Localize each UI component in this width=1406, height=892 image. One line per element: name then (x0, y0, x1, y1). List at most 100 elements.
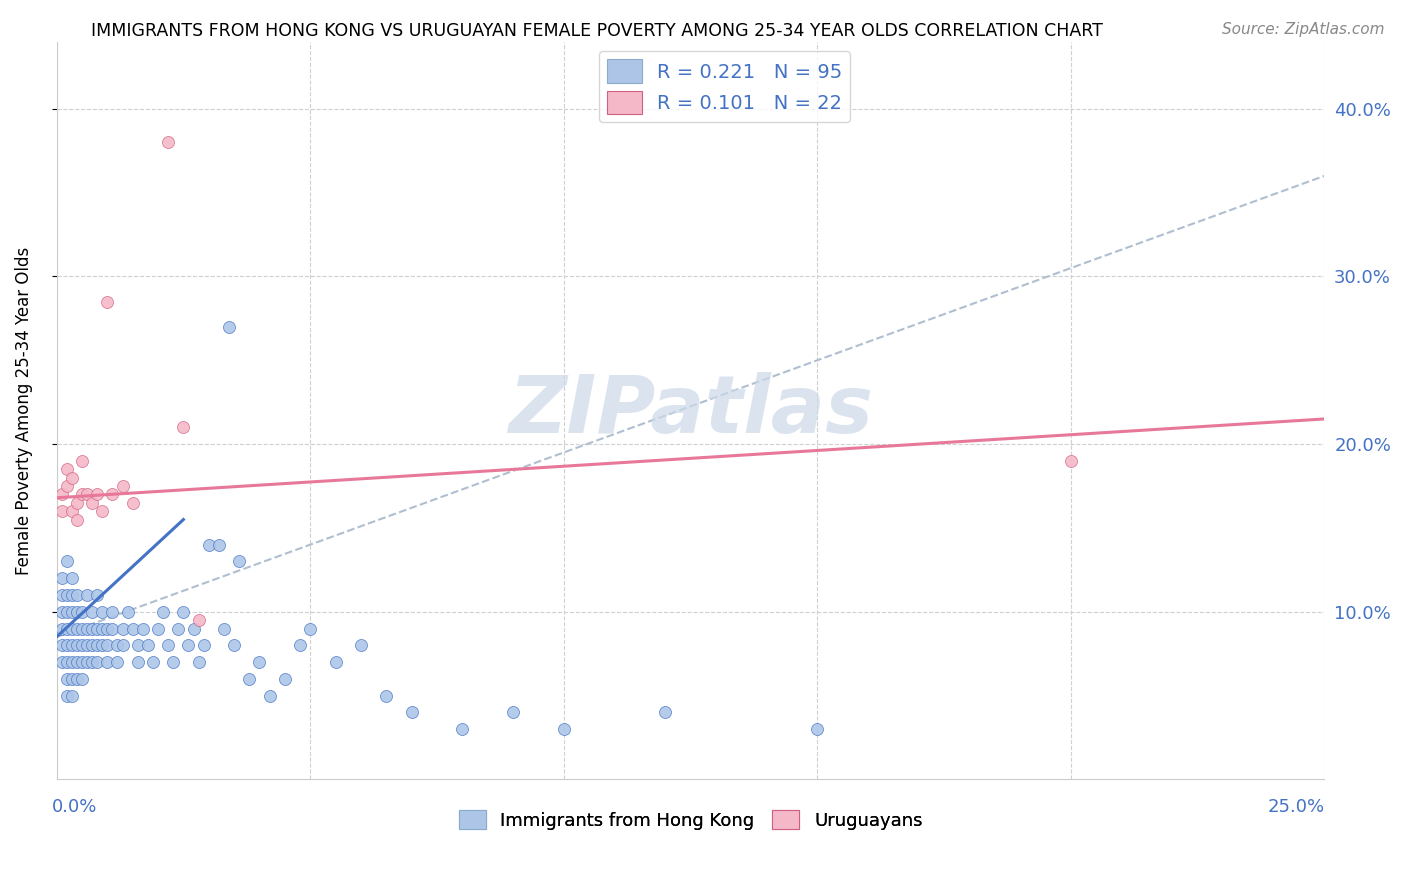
Legend: Immigrants from Hong Kong, Uruguayans: Immigrants from Hong Kong, Uruguayans (451, 803, 929, 837)
Point (121, 496, 143, 510)
Point (401, 706, 423, 720)
Point (60, 571, 83, 585)
Point (224, 638, 246, 652)
Point (51, 605, 73, 619)
Point (60, 504, 83, 518)
Point (132, 622, 155, 636)
Point (82, 622, 104, 636)
Point (654, 706, 676, 720)
Point (70, 655, 93, 669)
Point (274, 672, 297, 686)
Point (101, 622, 124, 636)
Point (127, 638, 149, 652)
Point (162, 655, 184, 669)
Point (96, 655, 118, 669)
Point (60, 588, 83, 602)
Point (55, 672, 77, 686)
Text: IMMIGRANTS FROM HONG KONG VS URUGUAYAN FEMALE POVERTY AMONG 25-34 YEAR OLDS CORR: IMMIGRANTS FROM HONG KONG VS URUGUAYAN F… (91, 22, 1104, 40)
Point (76, 622, 98, 636)
Point (136, 638, 159, 652)
Point (51, 622, 73, 636)
Point (66, 588, 89, 602)
Point (86, 487, 108, 501)
Point (60, 622, 83, 636)
Point (86, 622, 108, 636)
Point (60, 470, 83, 484)
Point (86, 638, 108, 652)
Point (91, 638, 114, 652)
Point (197, 538, 219, 552)
Point (55, 689, 77, 703)
Point (66, 512, 89, 526)
Point (86, 588, 108, 602)
Point (82, 605, 104, 619)
Point (51, 638, 73, 652)
Point (55, 638, 77, 652)
Point (111, 638, 134, 652)
Point (249, 655, 271, 669)
Point (76, 588, 98, 602)
Text: 25.0%: 25.0% (1267, 797, 1324, 816)
Point (66, 622, 89, 636)
Point (350, 638, 373, 652)
Point (70, 672, 93, 686)
Point (167, 622, 190, 636)
Point (107, 655, 129, 669)
Point (375, 689, 398, 703)
Point (91, 504, 114, 518)
Point (96, 294, 118, 309)
Point (70, 622, 93, 636)
Point (91, 605, 114, 619)
Point (51, 571, 73, 585)
Point (259, 689, 281, 703)
Point (96, 638, 118, 652)
Point (451, 722, 474, 736)
Point (60, 605, 83, 619)
Point (146, 622, 169, 636)
Point (238, 672, 260, 686)
Point (212, 622, 235, 636)
Point (502, 706, 524, 720)
Point (51, 504, 73, 518)
Text: ZIPatlas: ZIPatlas (508, 372, 873, 450)
Text: Source: ZipAtlas.com: Source: ZipAtlas.com (1222, 22, 1385, 37)
Text: 0.0%: 0.0% (52, 797, 97, 816)
Point (157, 136, 180, 150)
Point (325, 655, 347, 669)
Point (157, 638, 180, 652)
Point (66, 672, 89, 686)
Point (117, 605, 139, 619)
Point (218, 319, 240, 334)
Point (66, 496, 89, 510)
Point (60, 655, 83, 669)
Point (177, 638, 200, 652)
Point (172, 605, 194, 619)
Y-axis label: Female Poverty Among 25-34 Year Olds: Female Poverty Among 25-34 Year Olds (15, 246, 32, 574)
Point (187, 613, 209, 627)
Point (66, 605, 89, 619)
Point (55, 554, 77, 568)
Point (288, 638, 311, 652)
Point (70, 454, 93, 468)
Point (55, 479, 77, 493)
Point (51, 655, 73, 669)
Point (172, 420, 194, 434)
Point (111, 622, 134, 636)
Point (55, 655, 77, 669)
Point (142, 655, 165, 669)
Point (51, 487, 73, 501)
Point (66, 655, 89, 669)
Point (51, 588, 73, 602)
Point (82, 638, 104, 652)
Point (107, 638, 129, 652)
Point (96, 622, 118, 636)
Point (91, 622, 114, 636)
Point (70, 638, 93, 652)
Point (55, 622, 77, 636)
Point (553, 722, 575, 736)
Point (101, 487, 124, 501)
Point (208, 538, 231, 552)
Point (55, 605, 77, 619)
Point (76, 487, 98, 501)
Point (86, 655, 108, 669)
